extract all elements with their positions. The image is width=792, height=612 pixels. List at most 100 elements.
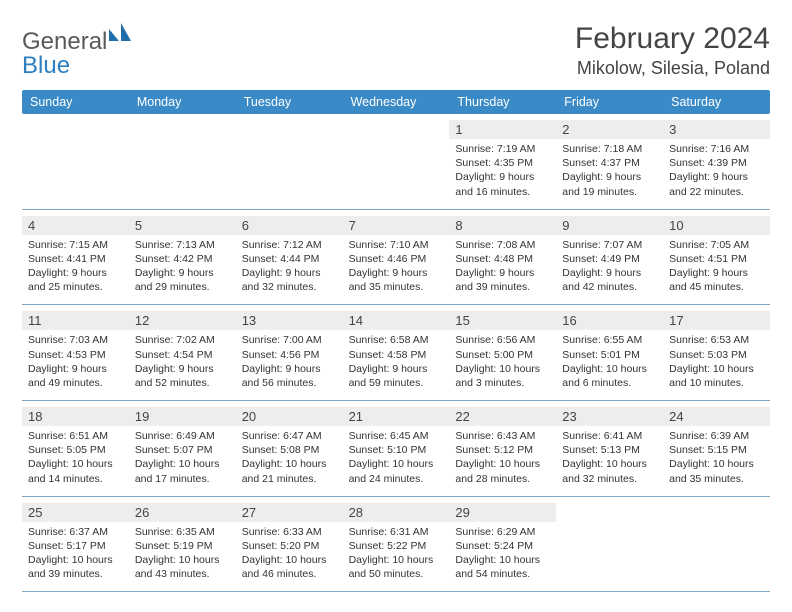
calendar-week-row: 18Sunrise: 6:51 AMSunset: 5:05 PMDayligh… [22, 401, 770, 492]
day-of-week-cell: Monday [129, 90, 236, 114]
calendar-day-cell: 23 Sunrise: 6:41 AMSunset: 5:13 PMDayligh… [556, 401, 663, 492]
calendar-day-cell [129, 114, 236, 205]
calendar-day-cell [22, 114, 129, 205]
header: GeneralBlue February 2024 Mikolow, Siles… [22, 22, 770, 80]
day-number: 5 [129, 216, 236, 235]
day-number: 15 [449, 311, 556, 330]
title-block: February 2024 Mikolow, Silesia, Poland [575, 22, 770, 79]
day-of-week-cell: Thursday [449, 90, 556, 114]
calendar-day-cell: 15 Sunrise: 6:56 AMSunset: 5:00 PMDayligh… [449, 305, 556, 396]
day-of-week-cell: Wednesday [343, 90, 450, 114]
day-number: 20 [236, 407, 343, 426]
calendar-day-cell: 8Sunrise: 7:08 AMSunset: 4:48 PMDaylight… [449, 210, 556, 301]
day-number: 10 [663, 216, 770, 235]
day-of-week-cell: Sunday [22, 90, 129, 114]
day-number: 23 [556, 407, 663, 426]
day-number: 9 [556, 216, 663, 235]
calendar-day-cell: 18Sunrise: 6:51 AMSunset: 5:05 PMDayligh… [22, 401, 129, 492]
day-details: Sunrise: 6:58 AMSunset: 4:58 PMDaylight:… [349, 333, 444, 390]
day-details: Sunrise: 6:39 AMSunset: 5:15 PMDaylight:… [669, 429, 764, 486]
day-details: Sunrise: 6:41 AMSunset: 5:13 PMDaylight:… [562, 429, 657, 486]
calendar-day-cell: 2 Sunrise: 7:18 AMSunset: 4:37 PMDaylight… [556, 114, 663, 205]
day-details: Sunrise: 7:07 AMSunset: 4:49 PMDaylight:… [562, 238, 657, 295]
day-of-week-header: SundayMondayTuesdayWednesdayThursdayFrid… [22, 90, 770, 114]
calendar-week-row: 11Sunrise: 7:03 AMSunset: 4:53 PMDayligh… [22, 305, 770, 396]
day-number: 16 [556, 311, 663, 330]
calendar-week-row: 25Sunrise: 6:37 AMSunset: 5:17 PMDayligh… [22, 497, 770, 588]
calendar-day-cell [236, 114, 343, 205]
calendar-day-cell [343, 114, 450, 205]
brand-text-blue: Blue [22, 52, 131, 80]
day-number: 28 [343, 503, 450, 522]
calendar-day-cell: 12 Sunrise: 7:02 AMSunset: 4:54 PMDayligh… [129, 305, 236, 396]
day-details: Sunrise: 6:37 AMSunset: 5:17 PMDaylight:… [28, 525, 123, 582]
calendar-day-cell: 19Sunrise: 6:49 AMSunset: 5:07 PMDayligh… [129, 401, 236, 492]
calendar-day-cell: 1 Sunrise: 7:19 AMSunset: 4:35 PMDaylight… [449, 114, 556, 205]
day-details: Sunrise: 7:03 AMSunset: 4:53 PMDaylight:… [28, 333, 123, 390]
day-details: Sunrise: 7:12 AMSunset: 4:44 PMDaylight:… [242, 238, 337, 295]
day-number: 4 [22, 216, 129, 235]
calendar-week-row: 4 Sunrise: 7:15 AMSunset: 4:41 PMDaylight… [22, 210, 770, 301]
day-number: 17 [663, 311, 770, 330]
day-number: 21 [343, 407, 450, 426]
location-label: Mikolow, Silesia, Poland [575, 58, 770, 79]
calendar-day-cell: 3Sunrise: 7:16 AMSunset: 4:39 PMDaylight… [663, 114, 770, 205]
day-details: Sunrise: 6:31 AMSunset: 5:22 PMDaylight:… [349, 525, 444, 582]
calendar-day-cell: 14 Sunrise: 6:58 AMSunset: 4:58 PMDayligh… [343, 305, 450, 396]
day-of-week-cell: Saturday [663, 90, 770, 114]
calendar-day-cell: 11Sunrise: 7:03 AMSunset: 4:53 PMDayligh… [22, 305, 129, 396]
day-details: Sunrise: 7:15 AMSunset: 4:41 PMDaylight:… [28, 238, 123, 295]
calendar-day-cell: 27Sunrise: 6:33 AMSunset: 5:20 PMDayligh… [236, 497, 343, 588]
calendar-day-cell [556, 497, 663, 588]
calendar-day-cell: 10 Sunrise: 7:05 AMSunset: 4:51 PMDayligh… [663, 210, 770, 301]
calendar-day-cell: 28 Sunrise: 6:31 AMSunset: 5:22 PMDayligh… [343, 497, 450, 588]
calendar-day-cell: 4 Sunrise: 7:15 AMSunset: 4:41 PMDaylight… [22, 210, 129, 301]
calendar-day-cell: 21 Sunrise: 6:45 AMSunset: 5:10 PMDayligh… [343, 401, 450, 492]
calendar-day-cell: 20 Sunrise: 6:47 AMSunset: 5:08 PMDayligh… [236, 401, 343, 492]
brand-sail-icon [109, 23, 131, 48]
day-details: Sunrise: 6:53 AMSunset: 5:03 PMDaylight:… [669, 333, 764, 390]
calendar-week-row: 1 Sunrise: 7:19 AMSunset: 4:35 PMDaylight… [22, 114, 770, 205]
day-details: Sunrise: 7:16 AMSunset: 4:39 PMDaylight:… [669, 142, 764, 199]
day-number: 7 [343, 216, 450, 235]
calendar-day-cell: 24Sunrise: 6:39 AMSunset: 5:15 PMDayligh… [663, 401, 770, 492]
day-details: Sunrise: 6:51 AMSunset: 5:05 PMDaylight:… [28, 429, 123, 486]
day-of-week-cell: Tuesday [236, 90, 343, 114]
brand-text-general: General [22, 28, 107, 55]
day-details: Sunrise: 7:10 AMSunset: 4:46 PMDaylight:… [349, 238, 444, 295]
calendar-day-cell: 9 Sunrise: 7:07 AMSunset: 4:49 PMDaylight… [556, 210, 663, 301]
day-details: Sunrise: 6:45 AMSunset: 5:10 PMDaylight:… [349, 429, 444, 486]
day-details: Sunrise: 7:02 AMSunset: 4:54 PMDaylight:… [135, 333, 230, 390]
day-number: 2 [556, 120, 663, 139]
day-number: 19 [129, 407, 236, 426]
calendar-day-cell: 22 Sunrise: 6:43 AMSunset: 5:12 PMDayligh… [449, 401, 556, 492]
day-details: Sunrise: 7:00 AMSunset: 4:56 PMDaylight:… [242, 333, 337, 390]
calendar-day-cell: 26Sunrise: 6:35 AMSunset: 5:19 PMDayligh… [129, 497, 236, 588]
day-details: Sunrise: 7:18 AMSunset: 4:37 PMDaylight:… [562, 142, 657, 199]
day-number: 6 [236, 216, 343, 235]
calendar-day-cell: 6 Sunrise: 7:12 AMSunset: 4:44 PMDaylight… [236, 210, 343, 301]
calendar-day-cell [663, 497, 770, 588]
day-details: Sunrise: 6:55 AMSunset: 5:01 PMDaylight:… [562, 333, 657, 390]
day-number: 26 [129, 503, 236, 522]
day-number: 13 [236, 311, 343, 330]
calendar-day-cell: 13 Sunrise: 7:00 AMSunset: 4:56 PMDayligh… [236, 305, 343, 396]
day-details: Sunrise: 7:08 AMSunset: 4:48 PMDaylight:… [455, 238, 550, 295]
day-details: Sunrise: 6:43 AMSunset: 5:12 PMDaylight:… [455, 429, 550, 486]
day-number: 12 [129, 311, 236, 330]
day-details: Sunrise: 7:05 AMSunset: 4:51 PMDaylight:… [669, 238, 764, 295]
week-divider [22, 591, 770, 592]
day-details: Sunrise: 6:56 AMSunset: 5:00 PMDaylight:… [455, 333, 550, 390]
day-number: 14 [343, 311, 450, 330]
day-of-week-cell: Friday [556, 90, 663, 114]
calendar-day-cell: 5 Sunrise: 7:13 AMSunset: 4:42 PMDaylight… [129, 210, 236, 301]
page-title: February 2024 [575, 22, 770, 56]
day-details: Sunrise: 7:19 AMSunset: 4:35 PMDaylight:… [455, 142, 550, 199]
day-details: Sunrise: 6:33 AMSunset: 5:20 PMDaylight:… [242, 525, 337, 582]
day-number: 29 [449, 503, 556, 522]
day-details: Sunrise: 7:13 AMSunset: 4:42 PMDaylight:… [135, 238, 230, 295]
day-details: Sunrise: 6:47 AMSunset: 5:08 PMDaylight:… [242, 429, 337, 486]
day-number: 22 [449, 407, 556, 426]
day-number: 1 [449, 120, 556, 139]
calendar-page: GeneralBlue February 2024 Mikolow, Siles… [0, 0, 792, 602]
